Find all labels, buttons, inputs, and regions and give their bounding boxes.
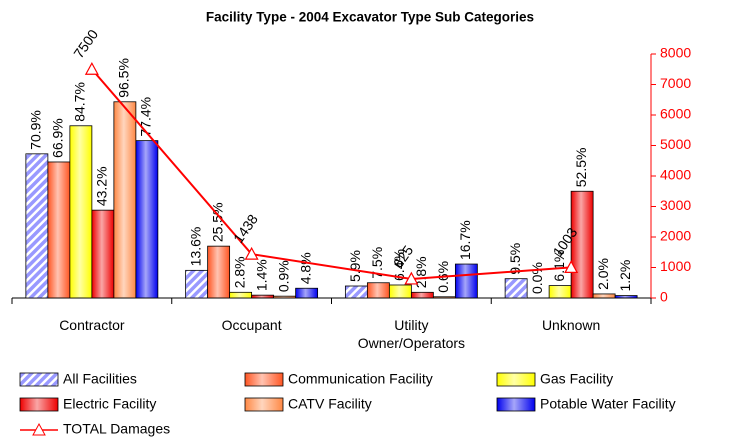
legend-swatch <box>244 372 284 387</box>
legend-swatch <box>496 372 536 387</box>
bar <box>432 296 456 299</box>
legend-label: TOTAL Damages <box>63 421 170 437</box>
data-label: 43.2% <box>94 166 110 206</box>
data-label: 52.5% <box>573 148 589 188</box>
line-marker <box>84 61 99 75</box>
bar <box>548 285 572 299</box>
line <box>91 68 572 280</box>
bar <box>410 291 434 299</box>
data-label: 9.5% <box>507 243 523 275</box>
bar <box>69 125 93 299</box>
legend-swatch <box>496 397 536 412</box>
y2-tick-label: 2000 <box>660 228 691 244</box>
bar <box>614 295 638 299</box>
legend-swatch <box>244 397 284 412</box>
bar <box>251 294 275 299</box>
y2-tick-label: 4000 <box>660 167 691 183</box>
line-marker <box>244 246 259 260</box>
bar <box>366 282 390 299</box>
data-label: 25.5% <box>209 202 225 242</box>
bar <box>295 287 319 299</box>
legend-label: Electric Facility <box>63 396 156 412</box>
chart-title: Facility Type - 2004 Excavator Type Sub … <box>206 10 534 25</box>
data-label: 13.6% <box>187 227 203 267</box>
bar <box>207 245 231 299</box>
data-label: 6.4% <box>391 249 407 281</box>
bar <box>229 291 253 299</box>
bar <box>388 284 412 299</box>
data-label: 2.8% <box>413 256 429 288</box>
data-label: 4.8% <box>297 252 313 284</box>
x-tick-label: Unknown <box>541 317 601 333</box>
bar <box>113 101 137 299</box>
bar <box>91 209 115 299</box>
bar <box>47 161 71 299</box>
legend-swatch <box>19 397 59 412</box>
data-label: 2.8% <box>231 256 247 288</box>
bar <box>185 269 209 299</box>
y2-tick-label: 6000 <box>660 106 691 122</box>
data-label: 1438 <box>230 211 261 246</box>
bar <box>344 285 368 299</box>
data-label: 84.7% <box>72 82 88 122</box>
data-label: 7500 <box>70 26 101 61</box>
data-label: 0.0% <box>529 262 545 294</box>
bar <box>504 278 528 299</box>
data-label: 0.9% <box>275 260 291 292</box>
x-tick-label: Occupant <box>221 317 282 333</box>
legend-swatch <box>19 372 59 387</box>
data-label: 5.9% <box>347 250 363 282</box>
bar <box>454 263 478 299</box>
y2-tick-label: 7000 <box>660 75 691 91</box>
legend-label: CATV Facility <box>288 396 372 412</box>
y2-tick-label: 0 <box>660 289 668 305</box>
data-label: 6.1% <box>551 250 567 282</box>
data-label: 70.9% <box>28 110 44 150</box>
data-label: 2.0% <box>595 258 611 290</box>
data-label: 1.4% <box>253 259 269 291</box>
line-marker <box>404 271 419 285</box>
line-marker <box>564 260 579 274</box>
y2-tick-label: 8000 <box>660 45 691 61</box>
data-label: 66.9% <box>50 118 66 158</box>
legend-swatch <box>32 422 46 436</box>
bar <box>592 293 616 299</box>
y2-tick-label: 1000 <box>660 258 691 274</box>
data-label: 1.2% <box>617 260 633 292</box>
bar <box>273 295 297 299</box>
bar <box>570 190 594 299</box>
legend-label: Potable Water Facility <box>540 396 676 412</box>
legend-label: Gas Facility <box>540 371 613 387</box>
data-label: 16.7% <box>457 220 473 260</box>
data-label: 7.5% <box>369 247 385 279</box>
x-tick-label: Utility Owner/Operators <box>357 317 466 351</box>
x-tick-label: Contractor <box>59 317 125 333</box>
y2-tick-label: 5000 <box>660 136 691 152</box>
y2-tick-label: 3000 <box>660 197 691 213</box>
bar <box>135 140 159 299</box>
data-label: 96.5% <box>116 58 132 98</box>
legend-label: Communication Facility <box>288 371 433 387</box>
bar <box>25 153 49 299</box>
legend-label: All Facilities <box>63 371 137 387</box>
